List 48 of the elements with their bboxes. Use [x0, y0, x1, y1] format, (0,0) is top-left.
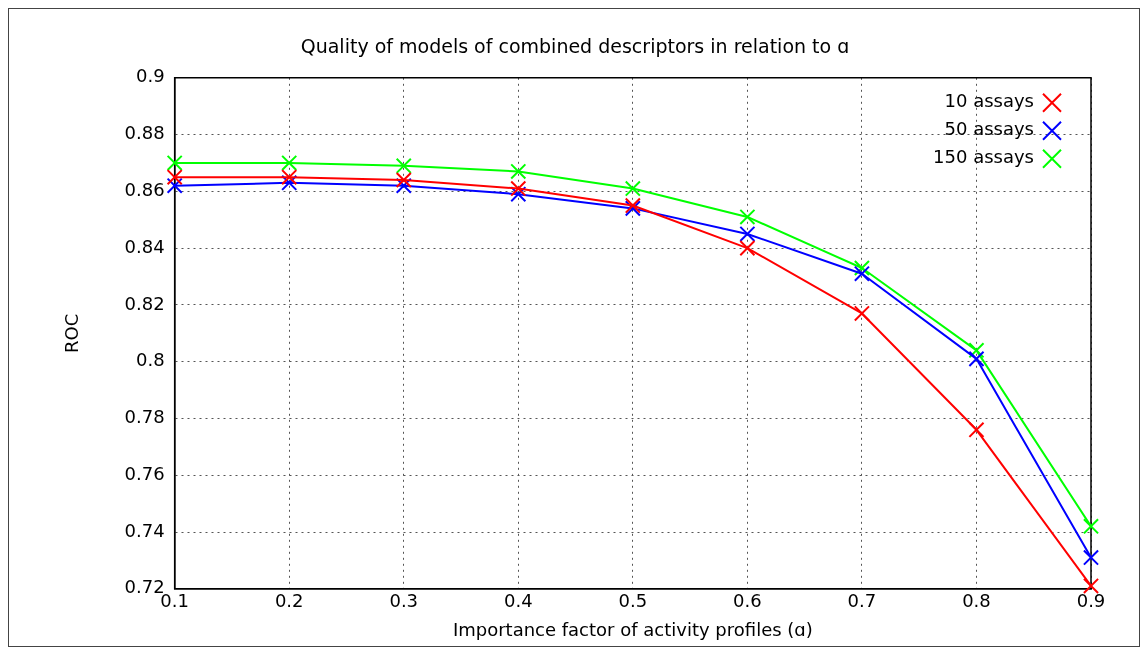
point — [968, 350, 985, 367]
y-tick-label: 0.84 — [124, 235, 165, 257]
point — [166, 154, 183, 172]
y-axis-title: ROC — [61, 313, 83, 353]
point — [853, 259, 870, 277]
legend-label: 150 assays — [933, 146, 1034, 168]
point — [1082, 577, 1100, 595]
point — [853, 305, 870, 322]
point — [166, 169, 183, 186]
x-tick-label: 0.3 — [389, 590, 419, 612]
point — [624, 180, 641, 197]
point — [510, 186, 527, 203]
y-tick-label: 0.88 — [124, 122, 165, 144]
point — [968, 342, 985, 359]
point — [1082, 518, 1100, 535]
y-tick-label: 0.76 — [124, 462, 165, 484]
point — [1082, 549, 1100, 566]
x-tick-label: 0.6 — [733, 590, 762, 612]
x-axis-title: Importance factor of activity profiles (ɑ) — [452, 618, 813, 640]
point — [395, 171, 412, 189]
point — [853, 265, 870, 282]
point — [166, 177, 183, 194]
point — [739, 240, 756, 257]
point — [281, 169, 298, 186]
point — [739, 208, 756, 225]
point — [510, 180, 527, 197]
x-tick-label: 0.8 — [962, 590, 991, 612]
legend-label: 50 assays — [944, 118, 1034, 140]
point — [968, 421, 985, 438]
x-tick-label: 0.4 — [503, 590, 533, 612]
y-tick-label: 0.8 — [136, 349, 165, 371]
point — [395, 157, 412, 174]
x-tick-label: 0.5 — [618, 590, 648, 612]
point — [395, 177, 412, 194]
point — [510, 163, 527, 180]
point — [281, 174, 298, 191]
y-tick-label: 0.78 — [124, 406, 165, 428]
x-tick-label: 0.7 — [847, 590, 877, 612]
x-tick-label: 0.9 — [1076, 590, 1106, 612]
y-tick-label: 0.9 — [136, 65, 165, 87]
x-tick-label: 0.2 — [274, 590, 304, 612]
chart-title: Quality of models of combined descriptors in relation to ɑ — [300, 35, 850, 58]
point — [281, 154, 298, 172]
legend-label: 10 assays — [944, 90, 1034, 112]
y-tick-label: 0.86 — [124, 179, 165, 201]
point — [739, 225, 756, 243]
y-tick-label: 0.74 — [124, 519, 165, 541]
y-tick-label: 0.82 — [124, 292, 165, 314]
